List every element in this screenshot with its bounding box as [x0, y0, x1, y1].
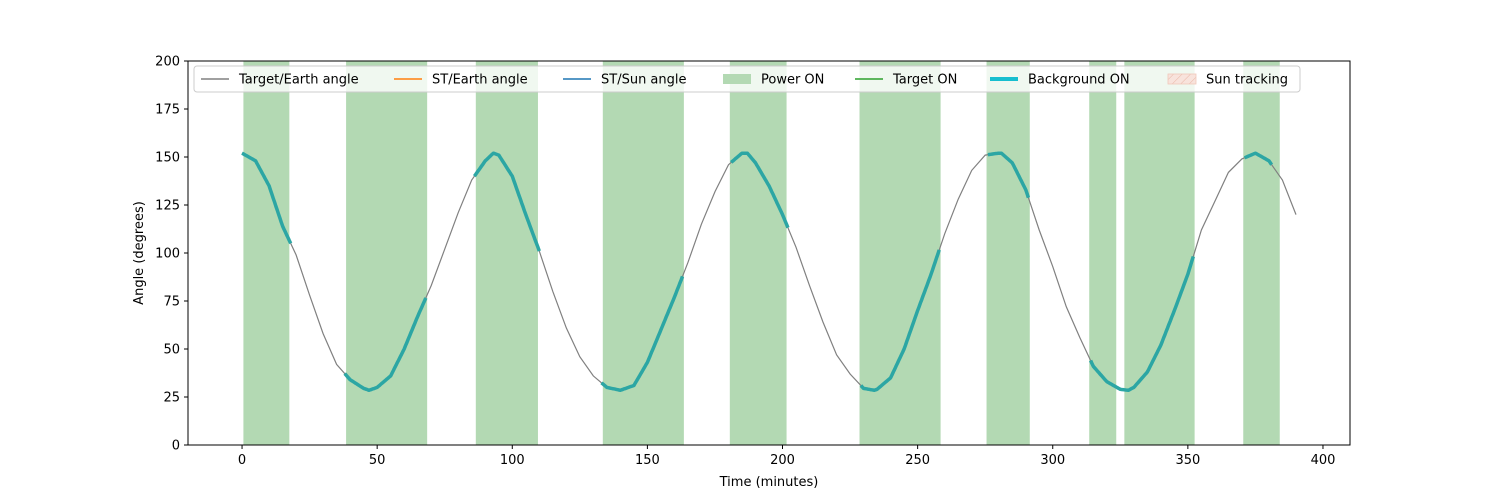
x-axis-label: Time (minutes): [719, 475, 819, 490]
background-on-segment-7: [987, 151, 1031, 199]
y-tick-label: 50: [163, 343, 180, 358]
background-on-segment-2: [343, 297, 428, 393]
power-on-span-1: [243, 61, 290, 445]
legend-label-target-earth-angle: Target/Earth angle: [238, 73, 359, 88]
background-on-segment-9: [1243, 151, 1274, 166]
y-tick-label: 125: [155, 199, 180, 214]
x-tick-label: 0: [238, 453, 246, 468]
y-axis-ticks: 0 25 50 75 100 125 150 175 200: [155, 55, 188, 454]
y-tick-label: 25: [163, 391, 180, 406]
x-tick-label: 300: [1040, 453, 1065, 468]
legend-label-st-sun-angle: ST/Sun angle: [601, 73, 687, 88]
legend-label-st-earth-angle: ST/Earth angle: [432, 73, 528, 88]
x-tick-label: 50: [369, 453, 386, 468]
y-tick-label: 75: [163, 295, 180, 310]
background-on-segment-4: [600, 275, 685, 393]
y-tick-label: 175: [155, 103, 180, 118]
power-on-span-8: [1089, 61, 1117, 445]
x-tick-label: 250: [905, 453, 930, 468]
power-on-span-4: [602, 61, 684, 445]
background-on-layer: [241, 151, 1274, 393]
power-on-span-10: [1243, 61, 1280, 445]
x-tick-label: 200: [770, 453, 795, 468]
background-on-segment-6: [859, 249, 941, 393]
background-on-segment-3: [472, 151, 541, 252]
power-on-span-9: [1124, 61, 1195, 445]
legend: Target/Earth angle ST/Earth angle ST/Sun a…: [193, 65, 1301, 93]
power-on-layer: [243, 61, 1280, 445]
legend-label-power-on: Power ON: [761, 73, 824, 88]
x-tick-label: 150: [635, 453, 660, 468]
x-tick-label: 100: [500, 453, 525, 468]
legend-label-sun-tracking: Sun tracking: [1206, 73, 1288, 88]
legend-label-target-on: Target ON: [892, 73, 957, 88]
x-axis-ticks: 0 50 100 150 200 250 300 350 400: [238, 445, 1335, 468]
legend-swatch-sun-tracking: [1167, 73, 1197, 85]
y-tick-label: 0: [172, 439, 180, 454]
power-on-span-7: [986, 61, 1030, 445]
background-on-segment-5: [730, 151, 790, 229]
power-on-span-2: [346, 61, 428, 445]
background-on-segment-1: [241, 151, 293, 245]
y-tick-label: 200: [155, 55, 180, 70]
x-tick-label: 350: [1175, 453, 1200, 468]
y-tick-label: 150: [155, 151, 180, 166]
background-on-segment-8: [1089, 255, 1195, 393]
y-axis-label: Angle (degrees): [132, 201, 147, 305]
power-on-span-5: [729, 61, 787, 445]
power-on-span-3: [475, 61, 538, 445]
y-tick-label: 100: [155, 247, 180, 262]
legend-swatch-power-on: [723, 74, 751, 84]
power-on-span-6: [859, 61, 941, 445]
legend-label-background-on: Background ON: [1028, 73, 1130, 88]
x-tick-label: 400: [1311, 453, 1336, 468]
